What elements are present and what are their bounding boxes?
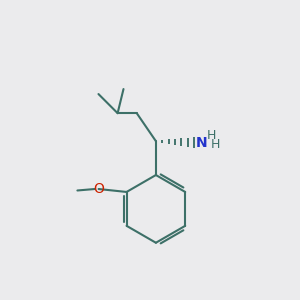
Text: N: N	[196, 136, 207, 150]
Text: H: H	[207, 129, 216, 142]
Text: H: H	[211, 139, 220, 152]
Text: O: O	[93, 182, 104, 196]
